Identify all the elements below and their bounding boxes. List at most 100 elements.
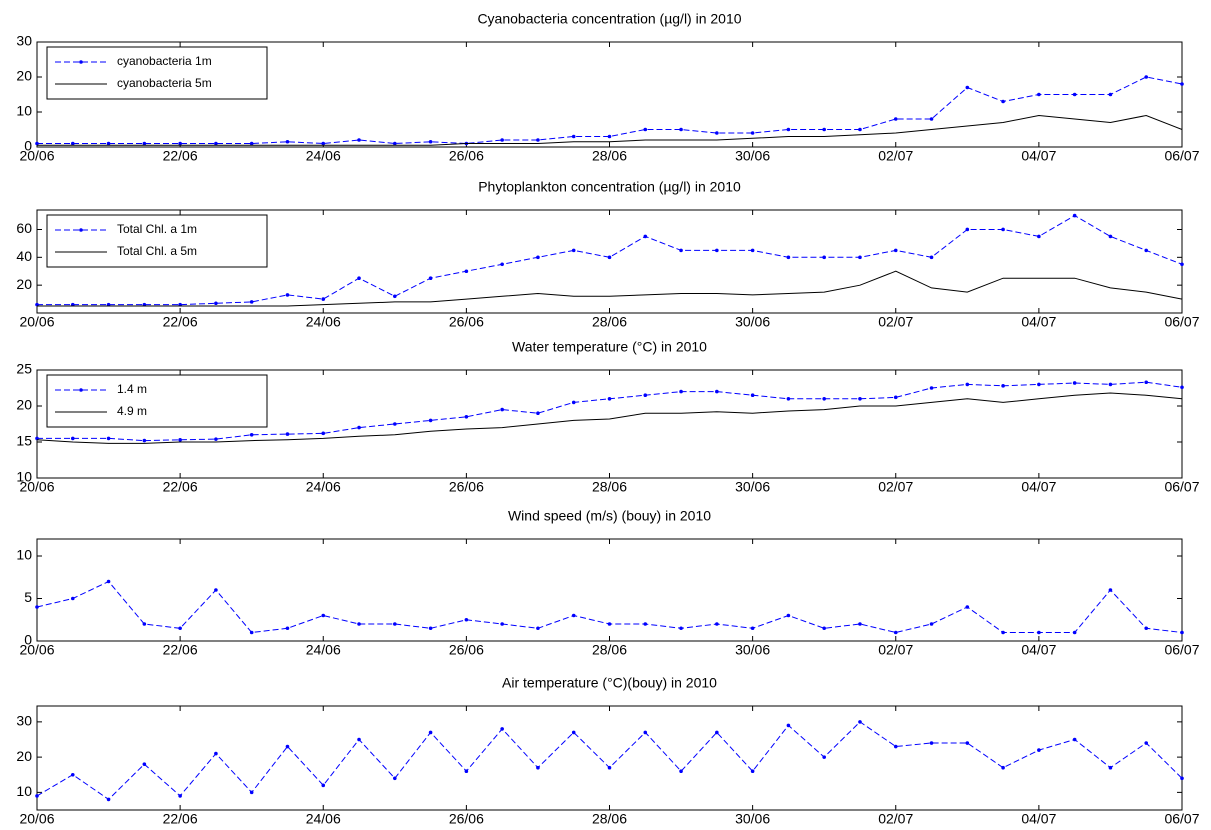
data-point [428,418,433,423]
x-tick-label: 06/07 [1164,811,1199,827]
series-line [36,721,1183,801]
x-tick-label: 02/07 [878,148,913,164]
x-tick-label: 20/06 [19,642,54,658]
x-tick-label: 24/06 [306,314,341,330]
series-line [36,392,1183,444]
data-point [893,117,898,121]
data-point [1037,234,1041,239]
data-point [35,141,39,146]
series-line [37,215,1183,306]
x-tick-label: 22/06 [163,148,198,164]
legend-label: Total Chl. a 5m [117,244,197,258]
series-line [37,270,1183,307]
data-point [643,730,648,735]
data-point [1037,92,1041,97]
chart-title: Wind speed (m/s) (bouy) in 2010 [508,508,711,524]
data-point [106,141,111,146]
x-tick-label: 28/06 [592,642,627,658]
data-point [607,765,612,770]
data-point [178,141,182,146]
data-point [393,294,397,299]
data-point [607,255,612,260]
data-point [214,301,218,306]
data-point [1072,737,1077,742]
data-point [715,622,719,626]
x-tick-label: 28/06 [592,811,627,827]
data-point [643,127,648,132]
data-point [715,248,719,253]
x-tick-label: 02/07 [878,479,913,495]
x-tick-label: 04/07 [1021,642,1056,658]
data-point [786,255,791,260]
data-point [858,127,862,132]
data-point [643,234,648,239]
x-tick-label: 26/06 [449,314,484,330]
data-point [500,622,504,626]
data-point [285,293,290,297]
x-tick-label: 20/06 [19,811,54,827]
data-point [536,765,540,770]
data-point [607,134,612,139]
data-point [571,613,576,618]
data-point [214,751,218,756]
data-point [428,730,433,735]
data-point [929,622,934,626]
y-tick-label: 20 [16,397,32,413]
data-point [822,755,826,759]
series-line [37,76,1183,145]
data-point [1072,92,1077,97]
legend-box [46,214,268,268]
x-tick-label: 26/06 [449,148,484,164]
panel: Cyanobacteria concentration (µg/l) in 20… [16,11,1199,164]
data-point [142,141,147,146]
legend-box [46,46,268,100]
x-tick-label: 30/06 [735,642,770,658]
chart-title: Water temperature (°C) in 2010 [512,339,707,355]
data-point [1072,630,1077,635]
data-point [822,397,826,401]
data-point [464,415,469,419]
data-point [321,613,326,618]
data-point [249,790,254,795]
legend-label: 1.4 m [117,382,147,396]
data-point [249,300,254,304]
data-point [822,127,826,132]
y-tick-label: 30 [16,713,32,729]
y-tick-label: 20 [16,68,32,84]
data-point [357,276,361,281]
y-tick-label: 15 [16,433,32,449]
data-point [1001,99,1005,104]
x-tick-label: 24/06 [306,148,341,164]
data-point [249,630,254,635]
data-point [142,622,147,626]
x-tick-label: 28/06 [592,148,627,164]
legend-marker [79,60,83,64]
x-tick-label: 04/07 [1021,148,1056,164]
y-tick-label: 25 [16,361,32,377]
data-point [750,626,755,631]
data-point [1037,630,1041,635]
data-point [679,127,683,132]
data-point [929,117,934,121]
data-point [393,422,397,426]
data-point [357,622,361,626]
data-point [893,248,898,253]
panel: Wind speed (m/s) (bouy) in 2010 0 5 10 20/06… [16,508,1199,658]
data-point [1144,75,1149,79]
data-point [679,626,683,631]
data-point [142,762,147,766]
x-tick-label: 06/07 [1164,148,1199,164]
y-tick-label: 10 [16,103,32,119]
data-point [822,255,826,260]
legend: Total Chl. a 1m Total Chl. a 5m [46,214,268,268]
data-point [464,269,469,274]
data-point [786,397,791,401]
data-point [1144,626,1149,631]
data-point [822,626,826,631]
data-point [35,794,39,798]
x-tick-label: 30/06 [735,148,770,164]
data-point [106,579,111,584]
x-tick-label: 24/06 [306,479,341,495]
data-point [965,85,970,90]
chart-title: Cyanobacteria concentration (µg/l) in 20… [477,11,741,27]
